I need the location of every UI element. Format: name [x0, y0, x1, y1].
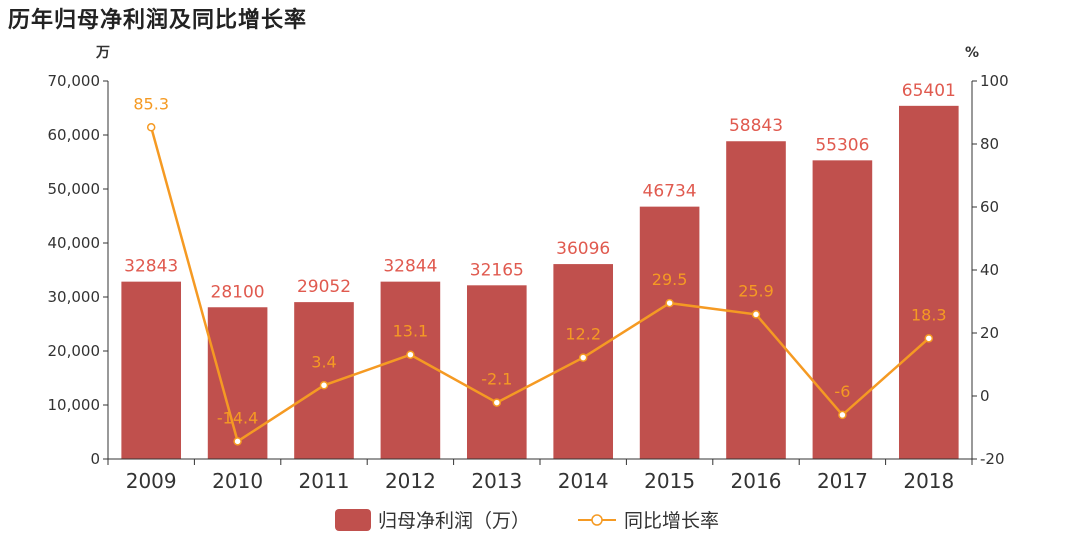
x-tick-label-2010: 2010: [212, 469, 263, 493]
bar-label-2010: 28100: [211, 282, 265, 302]
bar-2013: [466, 285, 527, 459]
bar-label-2016: 58843: [729, 116, 783, 136]
left-tick-label: 30,000: [48, 288, 101, 306]
bar-2018: [898, 105, 959, 460]
right-axis-unit: %: [965, 45, 979, 61]
bar-label-2015: 46734: [643, 182, 697, 202]
x-tick-label-2011: 2011: [299, 469, 350, 493]
growth-rate-label-2018: 18.3: [911, 305, 947, 324]
growth-rate-point-2013: [492, 398, 502, 407]
growth-rate-line: [149, 126, 930, 444]
growth-rate-label-2014: 12.2: [565, 325, 601, 344]
bar-2017: [812, 160, 873, 459]
growth-rate-label-2010: -14.4: [217, 408, 258, 427]
chart-title: 历年归母净利润及同比增长率: [8, 8, 308, 33]
growth-rate-point-2012: [406, 350, 415, 359]
growth-rate-label-2017: -6: [834, 382, 850, 401]
x-tick-label-2013: 2013: [471, 469, 522, 493]
left-tick-label: 40,000: [48, 234, 101, 252]
growth-rate-label-2011: 3.4: [311, 352, 336, 371]
x-tick-label-2015: 2015: [644, 469, 695, 493]
x-tick-label-2012: 2012: [385, 469, 436, 493]
bar-2016: [726, 141, 786, 459]
growth-rate-point-2011: [319, 381, 329, 390]
left-tick-label: 20,000: [48, 342, 101, 360]
left-tick-label: 0: [90, 450, 100, 468]
right-tick-label: 100: [980, 72, 1009, 90]
right-tick-label: 20: [980, 324, 999, 342]
growth-rate-label-2015: 29.5: [652, 270, 688, 289]
bar-label-2012: 32844: [383, 257, 437, 277]
bar-label-2018: 65401: [902, 81, 956, 101]
growth-rate-point-2014: [578, 353, 588, 362]
growth-rate-point-2016: [751, 310, 761, 319]
bar-2009: [121, 281, 182, 459]
growth-rate-label-2009: 85.3: [133, 94, 169, 113]
growth-rate-point-2009: [146, 123, 156, 132]
right-tick-label: -20: [980, 450, 1005, 468]
growth-rate-point-2015: [665, 298, 674, 308]
bar-label-2009: 32843: [124, 257, 178, 277]
bar-label-2014: 36096: [556, 239, 610, 259]
right-tick-label: 40: [980, 261, 999, 279]
bar-2012: [380, 281, 441, 459]
legend-bar-swatch: [335, 509, 371, 531]
right-tick-label: 80: [980, 135, 999, 153]
line-series: 85.3 -14.4 3.4 13.1 -2.1 12.2 29.5 25.9 -6 18.3: [133, 94, 947, 446]
left-tick-label: 10,000: [48, 396, 101, 414]
bar-2011: [294, 302, 354, 459]
growth-rate-label-2012: 13.1: [393, 322, 429, 341]
left-tick-label: 60,000: [48, 126, 101, 144]
x-tick-label-2017: 2017: [817, 469, 868, 493]
left-axis-unit: 万: [95, 45, 110, 61]
growth-rate-label-2016: 25.9: [738, 281, 774, 300]
x-tick-label-2018: 2018: [903, 469, 954, 493]
growth-rate-point-2010: [233, 437, 242, 446]
x-tick-label-2016: 2016: [731, 469, 782, 493]
legend-line-label: 同比增长率: [624, 510, 719, 532]
bar-2010: [207, 307, 268, 459]
bar-label-2017: 55306: [815, 135, 869, 155]
right-tick-label: 60: [980, 198, 999, 216]
x-tick-label-2009: 2009: [126, 469, 177, 493]
x-tick-label-2014: 2014: [558, 469, 609, 493]
legend: 归母净利润（万） 同比增长率: [335, 509, 719, 532]
axes: 0 10,000 20,000 30,000 40,000 50,000 60,000 70,…: [48, 72, 1009, 493]
bar-2015: [639, 206, 700, 459]
left-tick-label: 50,000: [48, 180, 101, 198]
bar-label-2013: 32165: [470, 260, 524, 280]
bar-series: 32843 28100 29052 32844 32165 36096 46734 58843…: [121, 81, 959, 460]
growth-rate-point-2018: [924, 334, 934, 343]
right-tick-label: 0: [980, 387, 990, 405]
legend-bar-label: 归母净利润（万）: [378, 510, 530, 532]
bar-label-2011: 29052: [297, 277, 351, 297]
legend-line-marker: [591, 514, 603, 526]
growth-rate-point-2017: [838, 410, 847, 420]
growth-rate-label-2013: -2.1: [481, 370, 512, 389]
left-tick-label: 70,000: [48, 72, 101, 90]
